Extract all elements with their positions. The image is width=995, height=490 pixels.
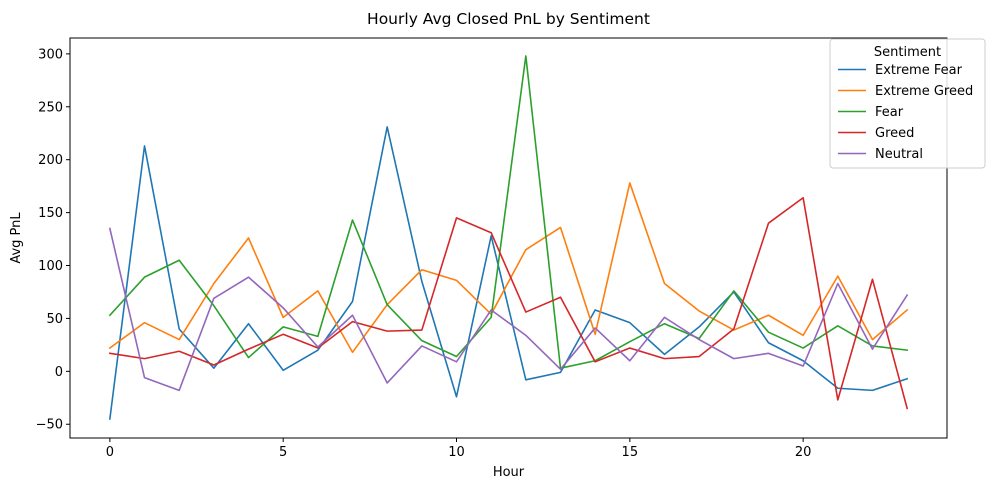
legend-box [829, 38, 986, 169]
x-tick-label: 20 [795, 445, 812, 460]
plot-area-frame [69, 37, 948, 439]
legend: Sentiment Extreme Fear Extreme Greed Fear G… [829, 38, 986, 169]
legend-label-neutral: Neutral [875, 147, 923, 162]
x-tick-label: 10 [448, 445, 465, 460]
legend-entries: Extreme Fear Extreme Greed Fear Greed Neutra… [838, 63, 973, 162]
series-line-neutral [108, 227, 909, 392]
series-line-extreme-fear [108, 126, 909, 420]
series-lines [108, 55, 909, 420]
legend-title: Sentiment [874, 45, 941, 60]
y-tick-label: 100 [38, 259, 63, 274]
y-axis-label: Avg PnL [9, 212, 24, 264]
series-line-greed [108, 196, 909, 410]
series-line-fear [108, 55, 909, 369]
series-line-extreme-greed [108, 182, 909, 354]
legend-label-extreme-greed: Extreme Greed [875, 84, 973, 99]
x-tick-label: 0 [106, 445, 114, 460]
x-tick-label: 5 [279, 445, 287, 460]
chart-title: Hourly Avg Closed PnL by Sentiment [367, 10, 650, 28]
legend-label-extreme-fear: Extreme Fear [875, 63, 963, 78]
x-tick-label: 15 [622, 445, 639, 460]
y-tick-label: 0 [55, 365, 63, 380]
legend-label-greed: Greed [875, 126, 914, 141]
y-axis-ticks: −50 0 50 100 150 200 250 300 [36, 47, 70, 433]
y-tick-label: 200 [38, 153, 63, 168]
legend-label-fear: Fear [875, 105, 904, 120]
y-tick-label: −50 [36, 418, 63, 433]
y-tick-label: 250 [38, 100, 63, 115]
y-tick-label: 150 [38, 206, 63, 221]
y-tick-label: 300 [38, 47, 63, 62]
x-axis-ticks: 0 5 10 15 20 [106, 438, 812, 460]
x-axis-label: Hour [493, 465, 525, 480]
y-tick-label: 50 [46, 312, 63, 327]
